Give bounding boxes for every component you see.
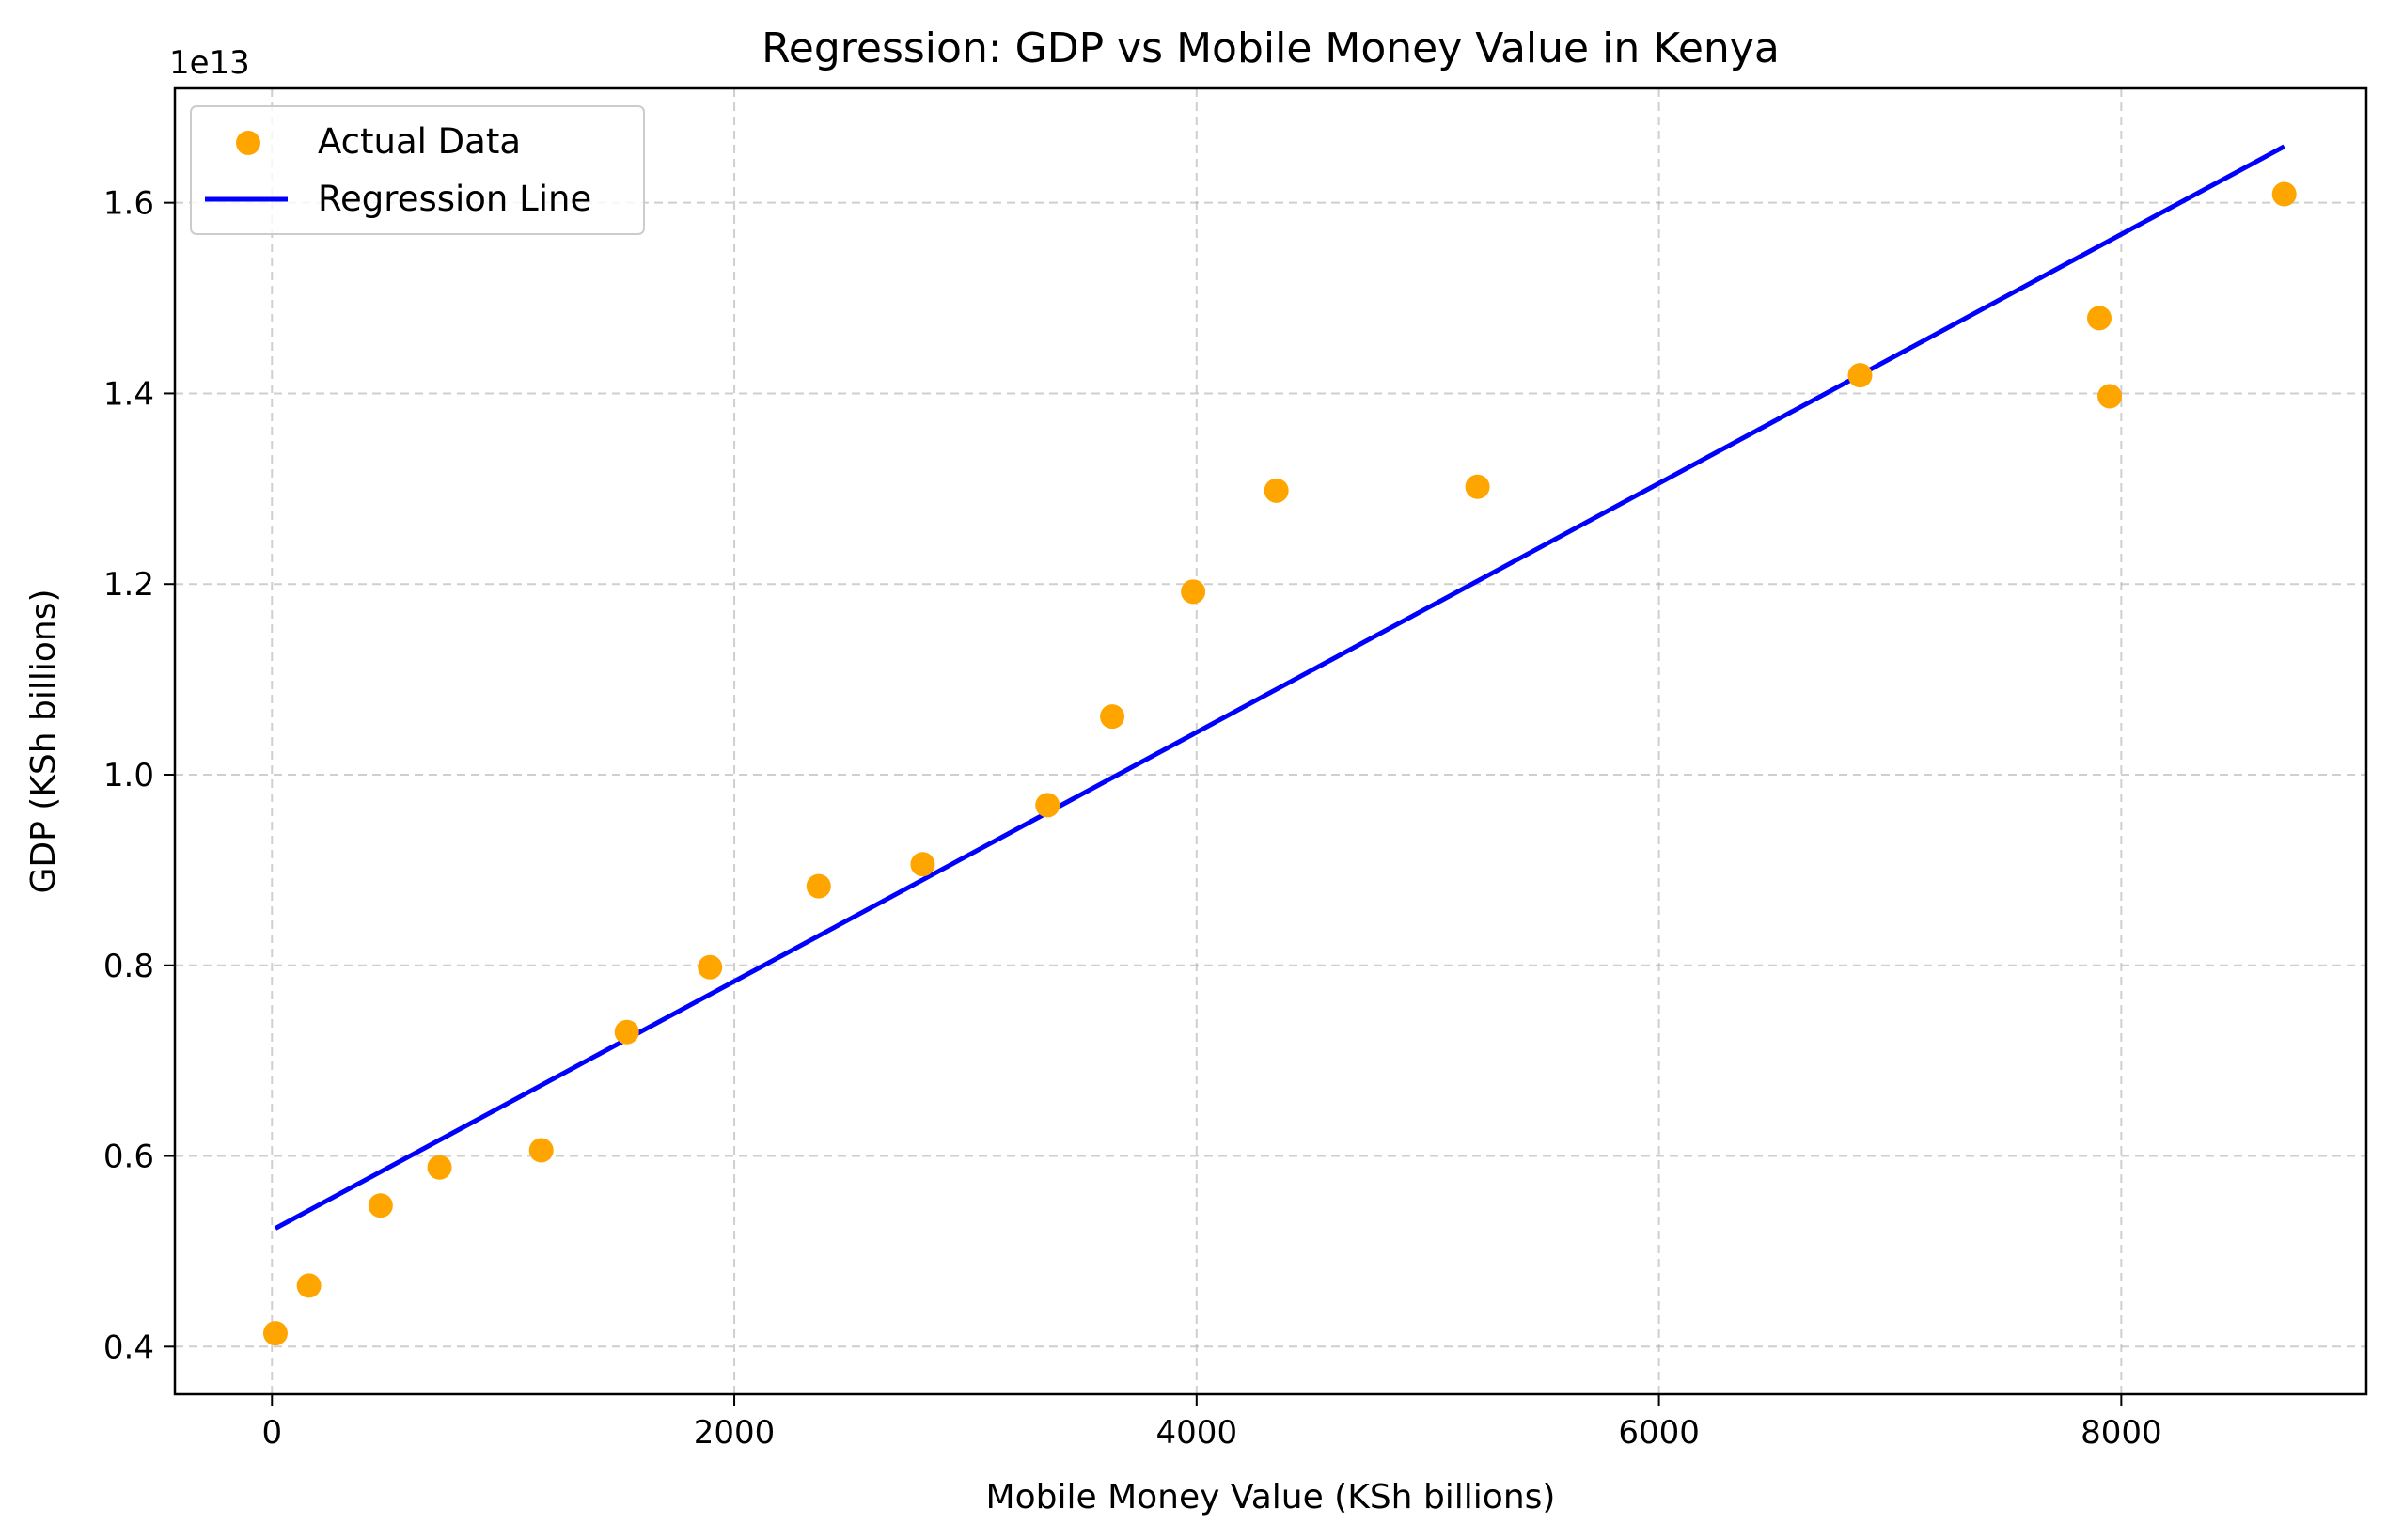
data-point — [698, 954, 723, 980]
y-tick-label: 1.0 — [103, 757, 154, 794]
regression-line-layer — [274, 144, 2285, 1231]
data-point — [806, 873, 831, 899]
chart-title: Regression: GDP vs Mobile Money Value in… — [762, 24, 1780, 72]
data-point — [2087, 306, 2112, 331]
scatter-points — [262, 181, 2297, 1346]
data-point — [1264, 478, 1289, 503]
x-tick-label: 8000 — [2081, 1414, 2162, 1452]
data-point — [368, 1193, 393, 1218]
legend-regression-line-label: Regression Line — [318, 179, 591, 219]
data-point — [427, 1155, 452, 1180]
y-tick-label: 1.2 — [103, 566, 154, 604]
data-point — [1847, 363, 1873, 388]
plot-frame — [173, 86, 2368, 1396]
data-point — [528, 1138, 554, 1163]
legend-actual-data-label: Actual Data — [318, 121, 521, 162]
legend: Actual Data Regression Line — [190, 105, 645, 235]
x-tick-label: 6000 — [1618, 1414, 1700, 1452]
legend-box — [190, 105, 645, 235]
y-tick-label: 0.8 — [103, 948, 154, 985]
data-point — [1181, 579, 1206, 605]
y-axis-label: GDP (KSh billions) — [24, 589, 63, 893]
data-point — [910, 852, 935, 877]
data-point — [614, 1019, 639, 1045]
y-tick-label: 1.6 — [103, 185, 154, 223]
y-tick-label: 0.4 — [103, 1328, 154, 1366]
data-point — [1035, 793, 1060, 818]
x-tick-label: 2000 — [694, 1414, 776, 1452]
data-point — [1465, 474, 1490, 499]
data-point — [296, 1273, 322, 1298]
data-point — [2097, 384, 2123, 409]
x-tick-label: 0 — [261, 1414, 282, 1452]
grid-lines — [175, 88, 2366, 1394]
axis-ticks: 0 2000 4000 6000 8000 0.4 0.6 0.8 1.0 1.2 1.4 1.6 — [103, 185, 2162, 1452]
x-axis-label: Mobile Money Value (KSh billions) — [986, 1478, 1556, 1516]
x-tick-label: 4000 — [1156, 1414, 1238, 1452]
y-tick-label: 1.4 — [103, 375, 154, 413]
data-point — [262, 1321, 288, 1346]
regression-line — [274, 144, 2285, 1231]
y-axis-offset-label: 1e13 — [169, 44, 250, 82]
data-point — [2271, 181, 2297, 207]
legend-actual-data-marker — [236, 131, 260, 155]
y-tick-label: 0.6 — [103, 1139, 154, 1176]
data-point — [1100, 704, 1125, 730]
